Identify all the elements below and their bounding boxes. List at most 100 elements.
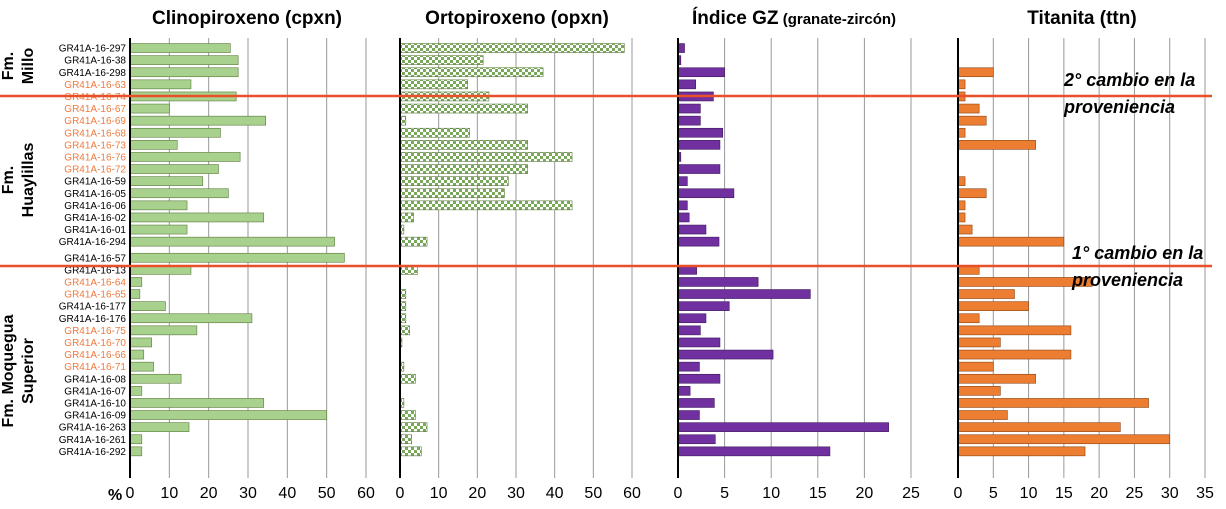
bar <box>957 79 966 90</box>
bar <box>957 325 1072 336</box>
formation-label: Huaylillas <box>20 143 37 218</box>
bar <box>129 446 143 457</box>
tick-label: 0 <box>396 485 405 502</box>
bar <box>677 164 721 174</box>
bar <box>957 386 1001 396</box>
bar <box>129 103 170 114</box>
bar <box>129 361 154 372</box>
bar <box>677 373 721 384</box>
bar <box>957 188 987 199</box>
bar <box>957 127 966 138</box>
bar <box>399 188 505 199</box>
sample-label: GR41A-16-74 <box>64 92 126 103</box>
tick-label: 10 <box>160 485 178 502</box>
tick-label: 40 <box>278 485 296 502</box>
bar <box>129 337 152 348</box>
bar <box>957 349 1072 360</box>
bar <box>957 410 1008 420</box>
sample-label: GR41A-16-177 <box>59 302 127 313</box>
bar <box>957 200 966 211</box>
bar <box>399 127 470 138</box>
sample-label: GR41A-16-02 <box>64 213 126 224</box>
panel-title: Índice GZ (granate-zircón) <box>692 7 896 29</box>
bar <box>129 422 190 432</box>
sample-label: GR41A-16-71 <box>64 362 126 373</box>
bar <box>399 200 573 211</box>
bar <box>677 349 774 360</box>
bar <box>677 200 688 211</box>
bar <box>399 43 625 53</box>
bar <box>957 236 1065 247</box>
sample-label: GR41A-16-73 <box>64 140 126 151</box>
tick-label: 10 <box>430 485 448 502</box>
sample-label: GR41A-16-38 <box>64 56 126 67</box>
bar <box>677 79 697 90</box>
sample-label: GR41A-16-05 <box>64 189 126 200</box>
bar <box>677 115 701 126</box>
sample-label: GR41A-16-69 <box>64 116 126 127</box>
sample-label: GR41A-16-59 <box>64 177 126 188</box>
bar <box>399 325 410 336</box>
panel-title: Ortopiroxeno (opxn) <box>425 8 609 29</box>
bar <box>129 289 141 299</box>
sample-label: GR41A-16-10 <box>64 398 126 409</box>
bar <box>677 337 721 348</box>
sample-label: GR41A-16-70 <box>64 338 126 349</box>
tick-label: 20 <box>856 485 874 502</box>
bar <box>129 398 265 408</box>
sample-label: GR41A-16-76 <box>64 152 126 163</box>
sample-label: GR41A-16-66 <box>64 350 126 361</box>
sample-label: GR41A-16-75 <box>64 326 126 337</box>
bar <box>957 337 1001 348</box>
formation-label: Fm. Moquegua <box>0 314 17 427</box>
bar <box>677 236 720 247</box>
bar <box>129 140 178 150</box>
sample-label: GR41A-16-08 <box>64 374 126 385</box>
sample-label: GR41A-16-09 <box>64 411 126 422</box>
bar <box>129 224 188 235</box>
bar <box>399 373 416 384</box>
sample-label: GR41A-16-298 <box>59 68 127 79</box>
panel-title: Titanita (ttn) <box>1027 8 1136 29</box>
tick-label: 15 <box>809 485 827 502</box>
bar <box>129 301 166 311</box>
sample-label: GR41A-16-72 <box>64 165 126 176</box>
bar <box>677 386 691 396</box>
bar <box>399 434 412 445</box>
sample-label: GR41A-16-68 <box>64 128 126 139</box>
tick-label: 5 <box>720 485 729 502</box>
bar <box>399 67 544 78</box>
bar <box>677 212 690 223</box>
formation-label: Fm. <box>0 166 17 194</box>
bar <box>957 67 994 78</box>
bar <box>129 127 221 138</box>
bar <box>129 200 188 211</box>
tick-label: 30 <box>1161 485 1179 502</box>
annotation-text: 1° cambio en la <box>1072 243 1203 263</box>
bar <box>677 313 707 324</box>
bar <box>957 212 966 223</box>
bar <box>957 313 980 324</box>
bar <box>399 422 428 432</box>
tick-label: 20 <box>468 485 486 502</box>
tick-label: 35 <box>1196 485 1214 502</box>
bar <box>399 176 509 186</box>
tick-label: 0 <box>954 485 963 502</box>
bar <box>957 446 1086 457</box>
bar <box>129 115 266 126</box>
sample-label: GR41A-16-65 <box>64 290 126 301</box>
bar <box>129 277 143 287</box>
formation-label: Millo <box>20 48 37 85</box>
sample-label: GR41A-16-64 <box>64 277 126 288</box>
bar <box>677 67 725 78</box>
sample-label: GR41A-16-06 <box>64 201 126 212</box>
sample-label: GR41A-16-263 <box>59 423 127 434</box>
bar <box>129 176 204 186</box>
bar <box>129 212 265 223</box>
bar <box>957 301 1029 311</box>
tick-label: 60 <box>357 485 375 502</box>
bar <box>399 103 528 114</box>
bar <box>677 446 831 457</box>
